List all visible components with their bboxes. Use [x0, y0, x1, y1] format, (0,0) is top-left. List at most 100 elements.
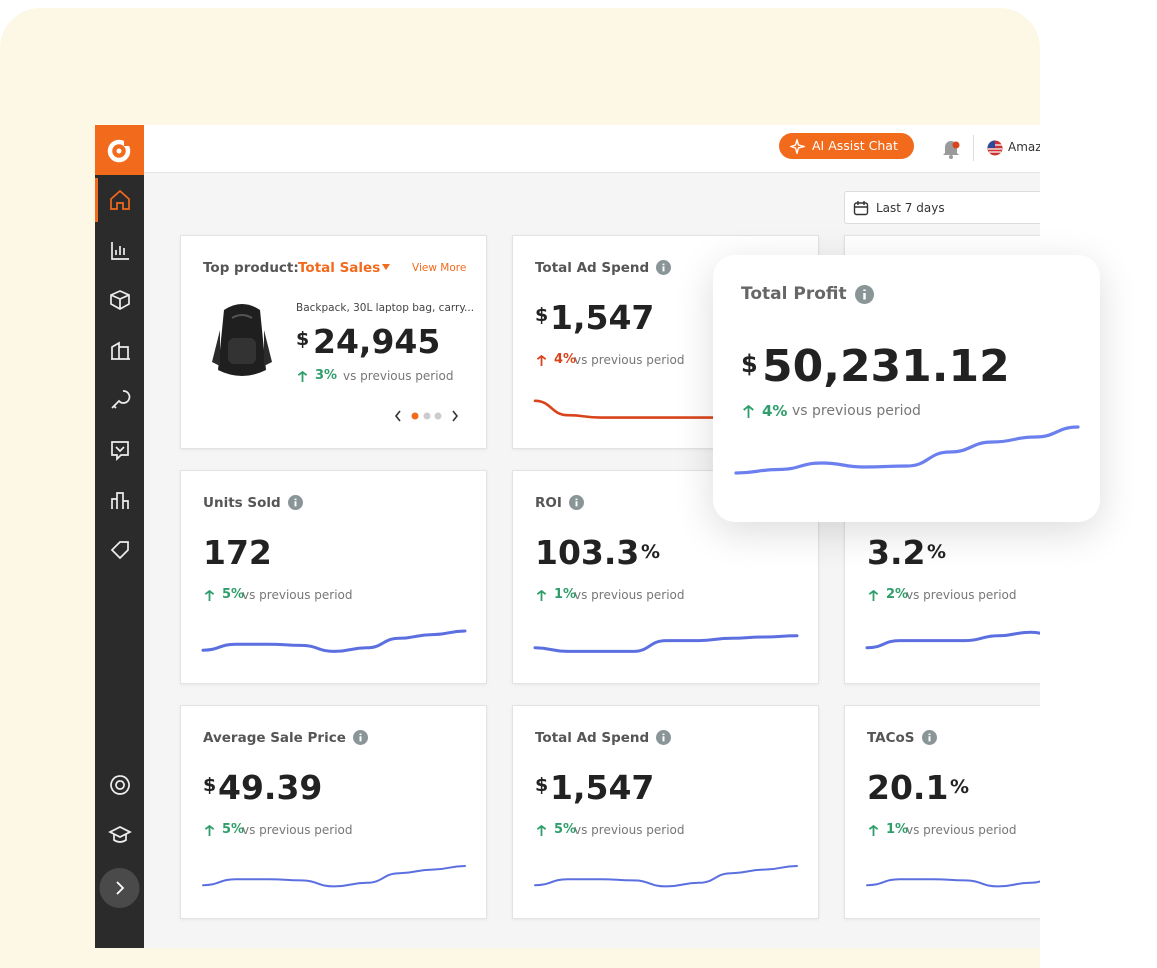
metric-value: 172: [203, 533, 272, 572]
nav-icon-shape: [110, 290, 130, 310]
change-label: vs previous period: [574, 823, 685, 837]
change-percent: 1%: [886, 822, 909, 837]
sparkline-path: [534, 865, 798, 888]
nav-icon-shape: [110, 189, 130, 210]
change-label: vs previous period: [242, 588, 353, 602]
nav-icon-shape: [110, 541, 129, 560]
trend-arrow: [536, 354, 547, 366]
currency-symbol: $: [296, 328, 310, 350]
metric-value: 20.1: [867, 768, 949, 807]
logo[interactable]: [95, 125, 144, 175]
percent-symbol: %: [950, 776, 970, 798]
change-percent: 2%: [886, 587, 909, 602]
nav-icon-shape: [111, 390, 131, 409]
arrow-shape: [743, 404, 754, 418]
sparkline-path: [201, 629, 467, 653]
card-title: Total Ad Spend: [535, 730, 650, 746]
trend-arrow: [297, 370, 308, 382]
nav-icon[interactable]: [111, 390, 131, 409]
currency-symbol: $: [535, 774, 549, 796]
info-icon: [569, 495, 584, 510]
us-flag: [987, 140, 1003, 156]
currency-symbol: $: [741, 350, 758, 378]
change-percent: 4%: [762, 402, 788, 420]
nav-icon[interactable]: [110, 189, 130, 210]
card-title: TACoS: [867, 730, 915, 746]
sparkline: [534, 865, 798, 888]
ai-assist-label: AI Assist Chat: [812, 138, 898, 153]
change-percent: 4%: [554, 352, 577, 367]
sidebar: [95, 125, 144, 948]
ai-assist-button[interactable]: AI Assist Chat: [779, 133, 914, 159]
card-title: Average Sale Price: [203, 730, 346, 746]
change-percent: 5%: [222, 587, 245, 602]
metric-card: TACoS 20.1% 1% vs previous period: [844, 705, 1040, 919]
change-percent: 1%: [554, 587, 577, 602]
sparkline: [202, 865, 466, 888]
sparkline-path: [866, 878, 1040, 888]
nav-icon-shape: [111, 242, 129, 260]
nav-icon-shape: [111, 492, 129, 509]
marketplace-label[interactable]: Amaz: [1008, 140, 1040, 154]
sparkline-path: [865, 630, 1040, 650]
trend-arrow: [204, 589, 215, 601]
metric-value: 1,547: [550, 298, 655, 337]
date-filter-label: Last 7 days: [876, 201, 945, 215]
nav-icon[interactable]: [111, 492, 129, 509]
info-icon: [922, 730, 937, 745]
arrow-shape: [868, 589, 879, 601]
arrow-shape: [536, 824, 547, 836]
view-more-link[interactable]: View More: [412, 262, 467, 274]
sparkline-path: [533, 634, 799, 653]
bell-icon[interactable]: [940, 137, 964, 161]
nav-icon-shape: [111, 441, 129, 462]
change-label: vs previous period: [242, 823, 353, 837]
highlight-card: Total Profit $50,231.12 4% vs previous peri…: [713, 255, 1100, 522]
metric-card: Total Ad Spend $1,547 5% vs previous period: [512, 705, 819, 919]
top-product-metric[interactable]: Total Sales: [298, 260, 381, 276]
carousel[interactable]: [393, 408, 463, 424]
metric-value: 103.3: [535, 533, 640, 572]
arrow-shape: [297, 370, 308, 382]
change-percent: 3%: [315, 368, 338, 383]
arrow-shape: [536, 589, 547, 601]
trend-arrow: [536, 824, 547, 836]
nav-icon[interactable]: [111, 441, 129, 462]
sparkline-path: [202, 865, 466, 888]
trend-arrow: [868, 824, 879, 836]
sidebar-icons: [99, 189, 140, 908]
sparkle-icon: [790, 139, 805, 154]
trend-arrow: [204, 824, 215, 836]
nav-icon-shape: [110, 775, 130, 795]
trend-arrow: [743, 404, 754, 418]
nav-icon-shape: [111, 341, 130, 360]
percent-symbol: %: [641, 541, 661, 563]
info-icon: [353, 730, 368, 745]
expand-chevron: [116, 881, 125, 895]
trend-arrow: [868, 589, 879, 601]
nav-icon[interactable]: [110, 290, 130, 310]
arrow-shape: [536, 354, 547, 366]
metric-value: 50,231.12: [762, 341, 1010, 392]
dropdown-caret[interactable]: [381, 263, 391, 271]
product-name: Backpack, 30L laptop bag, carry...: [296, 302, 475, 314]
sparkline: [865, 630, 1040, 650]
sparkline-path: [734, 425, 1080, 475]
nav-icon[interactable]: [111, 242, 129, 260]
sparkline: [734, 425, 1080, 475]
currency-symbol: $: [203, 774, 217, 796]
metric-card: Units Sold 172 5% vs previous period: [180, 470, 487, 684]
change-percent: 5%: [554, 822, 577, 837]
nav-icon[interactable]: [108, 826, 132, 843]
divider: [973, 135, 974, 161]
nav-icon[interactable]: [110, 541, 129, 560]
date-filter[interactable]: Last 7 days: [844, 191, 1040, 224]
sparkline: [201, 629, 467, 653]
trend-arrow: [536, 589, 547, 601]
metric-card: Average Sale Price $49.39 5% vs previous pe…: [180, 705, 487, 919]
expand-button[interactable]: [99, 868, 140, 908]
card-title: Total Profit: [741, 284, 847, 304]
change-label: vs previous period: [906, 588, 1017, 602]
nav-icon[interactable]: [111, 341, 130, 360]
nav-icon[interactable]: [110, 775, 130, 795]
